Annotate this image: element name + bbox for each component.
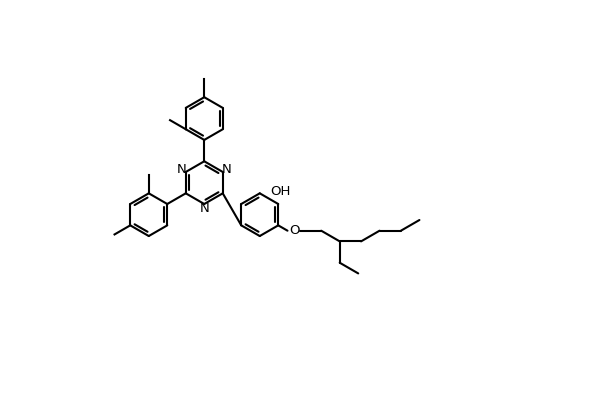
Text: N: N (200, 202, 209, 215)
Text: OH: OH (270, 185, 290, 198)
Text: N: N (177, 163, 187, 176)
Text: N: N (222, 163, 232, 176)
Text: O: O (290, 224, 300, 237)
